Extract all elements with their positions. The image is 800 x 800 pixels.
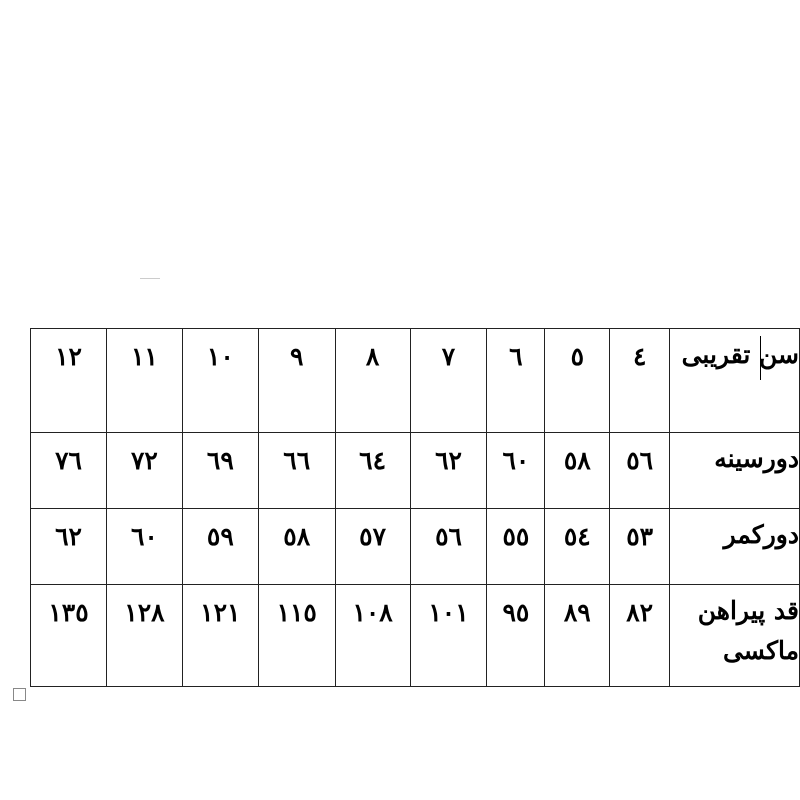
table-cell: ٧	[409, 328, 488, 433]
table-cell: ٥٥	[486, 508, 546, 585]
table-cell: ٥٦	[609, 432, 671, 509]
table-cell: ٥٣	[609, 508, 671, 585]
table-cell: ٥	[544, 328, 611, 433]
table-cell: ٨٢	[609, 584, 671, 687]
table-cell: ٦٢	[30, 508, 107, 585]
table-cell: ٦	[486, 328, 546, 433]
table-cell: ١٣٥	[30, 584, 107, 687]
table-cell: ٨	[334, 328, 411, 433]
table-cell: ٥٧	[334, 508, 411, 585]
table-cell: ٩	[257, 328, 336, 433]
table-cell: ١١	[105, 328, 183, 433]
table-cell: ٥٩	[181, 508, 259, 585]
row-label: دورسینه	[669, 432, 800, 509]
waist-row: دورکمر ٥٣ ٥٤ ٥٥ ٥٦ ٥٧ ٥٨ ٥٩ ٦٠ ٦٢	[30, 508, 800, 585]
table-cell: ٩٥	[486, 584, 546, 687]
size-table: سن تقریبی ٤ ٥ ٦ ٧ ٨ ٩ ١٠ ١١ ١٢ دورسینه ٥٦ ٥٨ ٦٠ ٦٢ ٦٤ ٦٦…	[30, 328, 800, 687]
table-cell: ١٢٨	[105, 584, 183, 687]
table-cell: ٧٢	[105, 432, 183, 509]
table-cell: ١٠	[181, 328, 259, 433]
table-cell: ٦٩	[181, 432, 259, 509]
table-cell: ١٠١	[409, 584, 488, 687]
table-cell: ٦٠	[486, 432, 546, 509]
table-cell: ١٠٨	[334, 584, 411, 687]
chest-row: دورسینه ٥٦ ٥٨ ٦٠ ٦٢ ٦٤ ٦٦ ٦٩ ٧٢ ٧٦	[30, 432, 800, 509]
age-row: سن تقریبی ٤ ٥ ٦ ٧ ٨ ٩ ١٠ ١١ ١٢	[30, 328, 800, 433]
table-cell: ٥٦	[409, 508, 488, 585]
table-cell: ٦٦	[257, 432, 336, 509]
table-cell: ١٢١	[181, 584, 259, 687]
table-resize-handle[interactable]	[13, 688, 26, 701]
row-label: سن تقریبی	[669, 328, 800, 433]
table-cell: ٥٨	[257, 508, 336, 585]
table-cell: ٦٠	[105, 508, 183, 585]
table-cell: ٧٦	[30, 432, 107, 509]
table-cell: ٦٤	[334, 432, 411, 509]
stray-mark	[140, 278, 160, 279]
text-cursor	[760, 336, 761, 380]
table-cell: ١١٥	[257, 584, 336, 687]
table-cell: ٦٢	[409, 432, 488, 509]
table-cell: ١٢	[30, 328, 107, 433]
row-label: دورکمر	[669, 508, 800, 585]
table-cell: ٥٤	[544, 508, 611, 585]
table-cell: ٥٨	[544, 432, 611, 509]
row-label: قد پیراهن ماکسی	[669, 584, 800, 687]
table-cell: ٤	[609, 328, 671, 433]
dress-length-row: قد پیراهن ماکسی ٨٢ ٨٩ ٩٥ ١٠١ ١٠٨ ١١٥ ١٢١ ١٢٨ ١٣٥	[30, 584, 800, 687]
table-cell: ٨٩	[544, 584, 611, 687]
